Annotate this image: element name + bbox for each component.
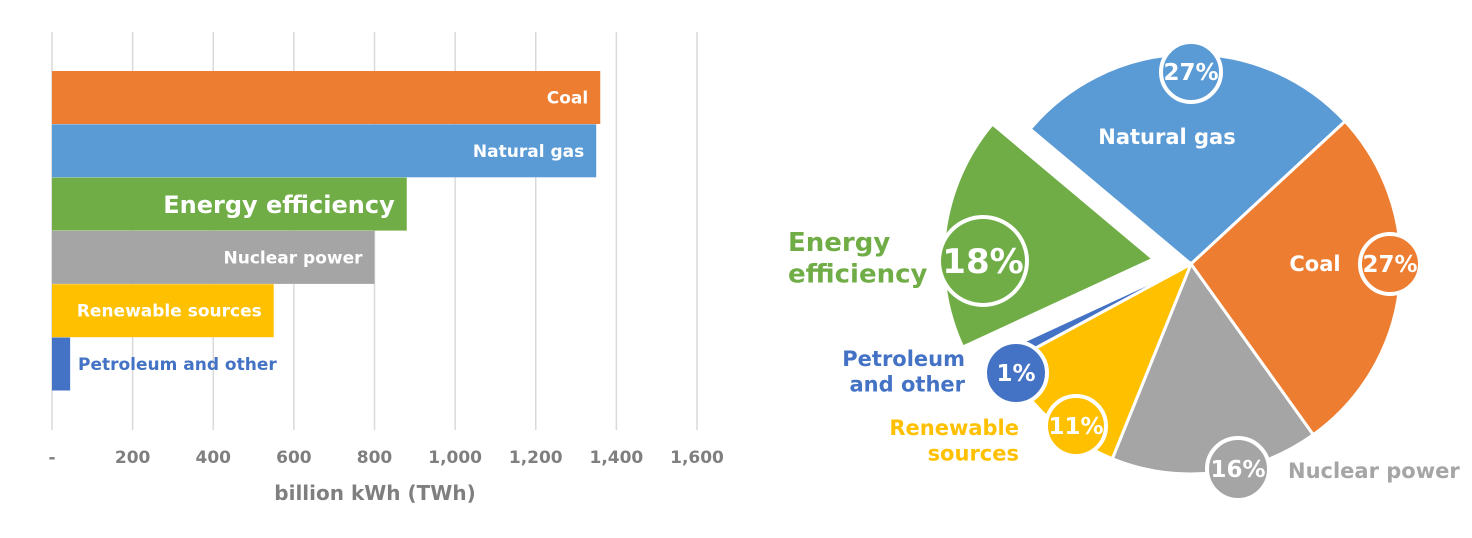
pie-label-line: Renewable [889, 416, 1019, 440]
x-tick-label: 1,200 [509, 448, 563, 468]
bar-nuclear-power [52, 230, 375, 284]
pie-label-natural-gas: Natural gas [1098, 125, 1235, 149]
pie-pct-nuclear-power: 16% [1210, 457, 1265, 483]
pie-label-energy-efficiency: Energy efficiency [788, 228, 928, 290]
pie-labels: 27% Natural gas 27% Coal 16% Nuclear power 11%… [788, 40, 1460, 502]
pie-label-line: Energy [788, 228, 890, 258]
bar-energy-efficiency [52, 177, 407, 231]
bar-label-natural-gas: Natural gas [473, 142, 584, 162]
bar-label-coal: Coal [547, 89, 588, 109]
pie-pct-renewable-sources: 11% [1048, 414, 1103, 440]
bar-petroleum-and-other [52, 337, 71, 391]
pie-label-renewable-sources: Renewable sources [889, 416, 1019, 466]
pie-chart: 27% Natural gas 27% Coal 16% Nuclear power 11%… [788, 40, 1460, 502]
bar-label-energy-efficiency: Energy efficiency [163, 191, 395, 219]
pie-badge-energy-efficiency [937, 215, 1029, 307]
bar-chart: Coal Natural gas Energy efficiency Nuclear … [48, 32, 724, 505]
pie-pct-energy-efficiency: 18% [942, 242, 1023, 282]
pie-pct-natural-gas: 27% [1163, 60, 1218, 86]
pie-badge-renewable-sources [1044, 394, 1108, 458]
pie-label-coal: Coal [1289, 252, 1340, 276]
pie-label-line: and other [850, 373, 966, 397]
x-tick-label: 800 [357, 448, 393, 468]
x-tick-label: - [48, 448, 55, 468]
pie-label-nuclear-power: Nuclear power [1288, 459, 1460, 483]
pie-badge-nuclear-power [1205, 436, 1271, 502]
x-tick-label: 1,600 [670, 448, 724, 468]
x-axis-ticks: - 200 400 600 800 1,000 1,200 1,400 1,600 [48, 448, 724, 468]
x-tick-label: 200 [115, 448, 151, 468]
bar-label-petroleum-and-other: Petroleum and other [78, 355, 277, 375]
bar-renewable-sources [52, 284, 274, 338]
bar-label-nuclear-power: Nuclear power [223, 248, 363, 268]
x-tick-label: 1,400 [589, 448, 643, 468]
pie-label-line: Petroleum [842, 347, 965, 371]
pie-label-petroleum-and-other: Petroleum and other [842, 347, 965, 397]
bar-labels: Coal Natural gas Energy efficiency Nuclear … [77, 89, 588, 376]
pie-pct-coal: 27% [1362, 252, 1417, 278]
pie-label-line: sources [928, 442, 1019, 466]
x-tick-label: 400 [196, 448, 232, 468]
x-axis-label: billion kWh (TWh) [274, 481, 475, 505]
bar-series [52, 71, 601, 391]
bar-coal [52, 71, 601, 124]
pie-label-line: efficiency [788, 260, 928, 290]
pie-badge-petroleum-and-other [983, 340, 1049, 406]
pie-badge-natural-gas [1159, 40, 1223, 104]
x-tick-label: 1,000 [428, 448, 482, 468]
pie-pct-petroleum-and-other: 1% [996, 361, 1035, 387]
bar-natural-gas [52, 124, 597, 178]
x-tick-label: 600 [276, 448, 312, 468]
pie-badge-coal [1358, 232, 1422, 296]
bar-label-renewable-sources: Renewable sources [77, 302, 262, 322]
